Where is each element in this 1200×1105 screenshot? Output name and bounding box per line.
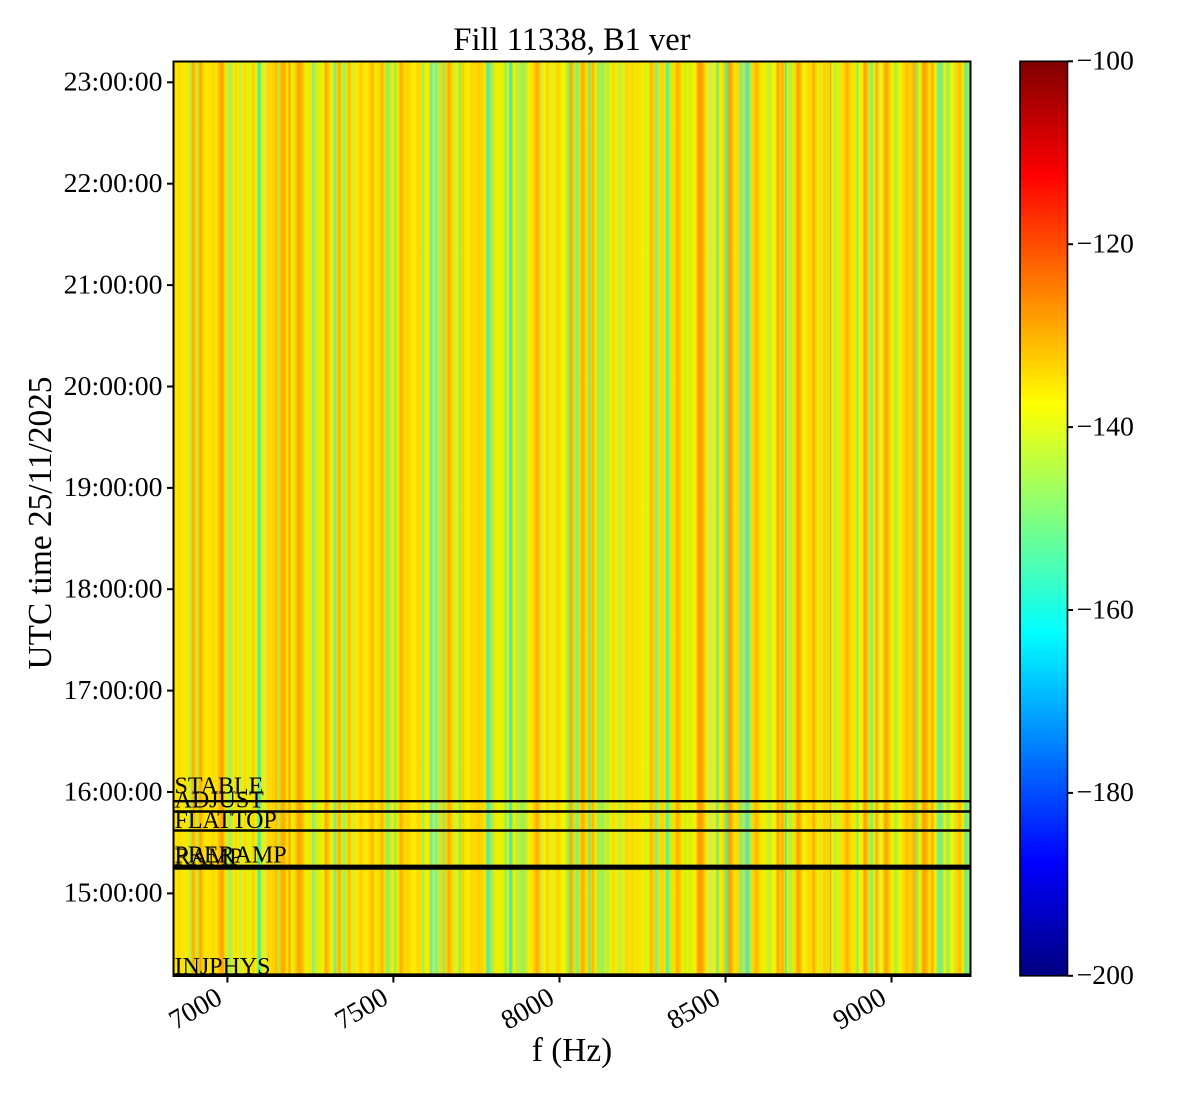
- svg-text:f (Hz): f (Hz): [532, 1032, 612, 1069]
- svg-text:18:00:00: 18:00:00: [64, 574, 163, 605]
- svg-text:Fill 11338, B1 ver: Fill 11338, B1 ver: [453, 22, 690, 58]
- svg-text:−120: −120: [1077, 229, 1134, 260]
- svg-text:16:00:00: 16:00:00: [64, 776, 163, 807]
- svg-text:RAMP: RAMP: [175, 845, 243, 871]
- svg-text:STABLE: STABLE: [175, 773, 264, 799]
- svg-text:−180: −180: [1077, 777, 1134, 808]
- svg-text:PRERAMP: PRERAMP: [175, 843, 287, 869]
- svg-text:15:00:00: 15:00:00: [64, 878, 163, 909]
- svg-text:−140: −140: [1077, 411, 1134, 442]
- svg-text:−100: −100: [1077, 46, 1134, 77]
- svg-text:19:00:00: 19:00:00: [64, 472, 163, 503]
- svg-text:FLATTOP: FLATTOP: [175, 808, 277, 834]
- svg-text:17:00:00: 17:00:00: [64, 675, 163, 706]
- svg-text:21:00:00: 21:00:00: [64, 269, 163, 300]
- svg-text:−200: −200: [1077, 960, 1134, 991]
- svg-text:23:00:00: 23:00:00: [64, 67, 163, 98]
- svg-text:UTC time 25/11/2025: UTC time 25/11/2025: [22, 377, 59, 670]
- svg-text:20:00:00: 20:00:00: [64, 371, 163, 402]
- svg-text:ADJUST: ADJUST: [175, 787, 265, 813]
- svg-text:−160: −160: [1077, 594, 1134, 625]
- svg-text:22:00:00: 22:00:00: [64, 168, 163, 199]
